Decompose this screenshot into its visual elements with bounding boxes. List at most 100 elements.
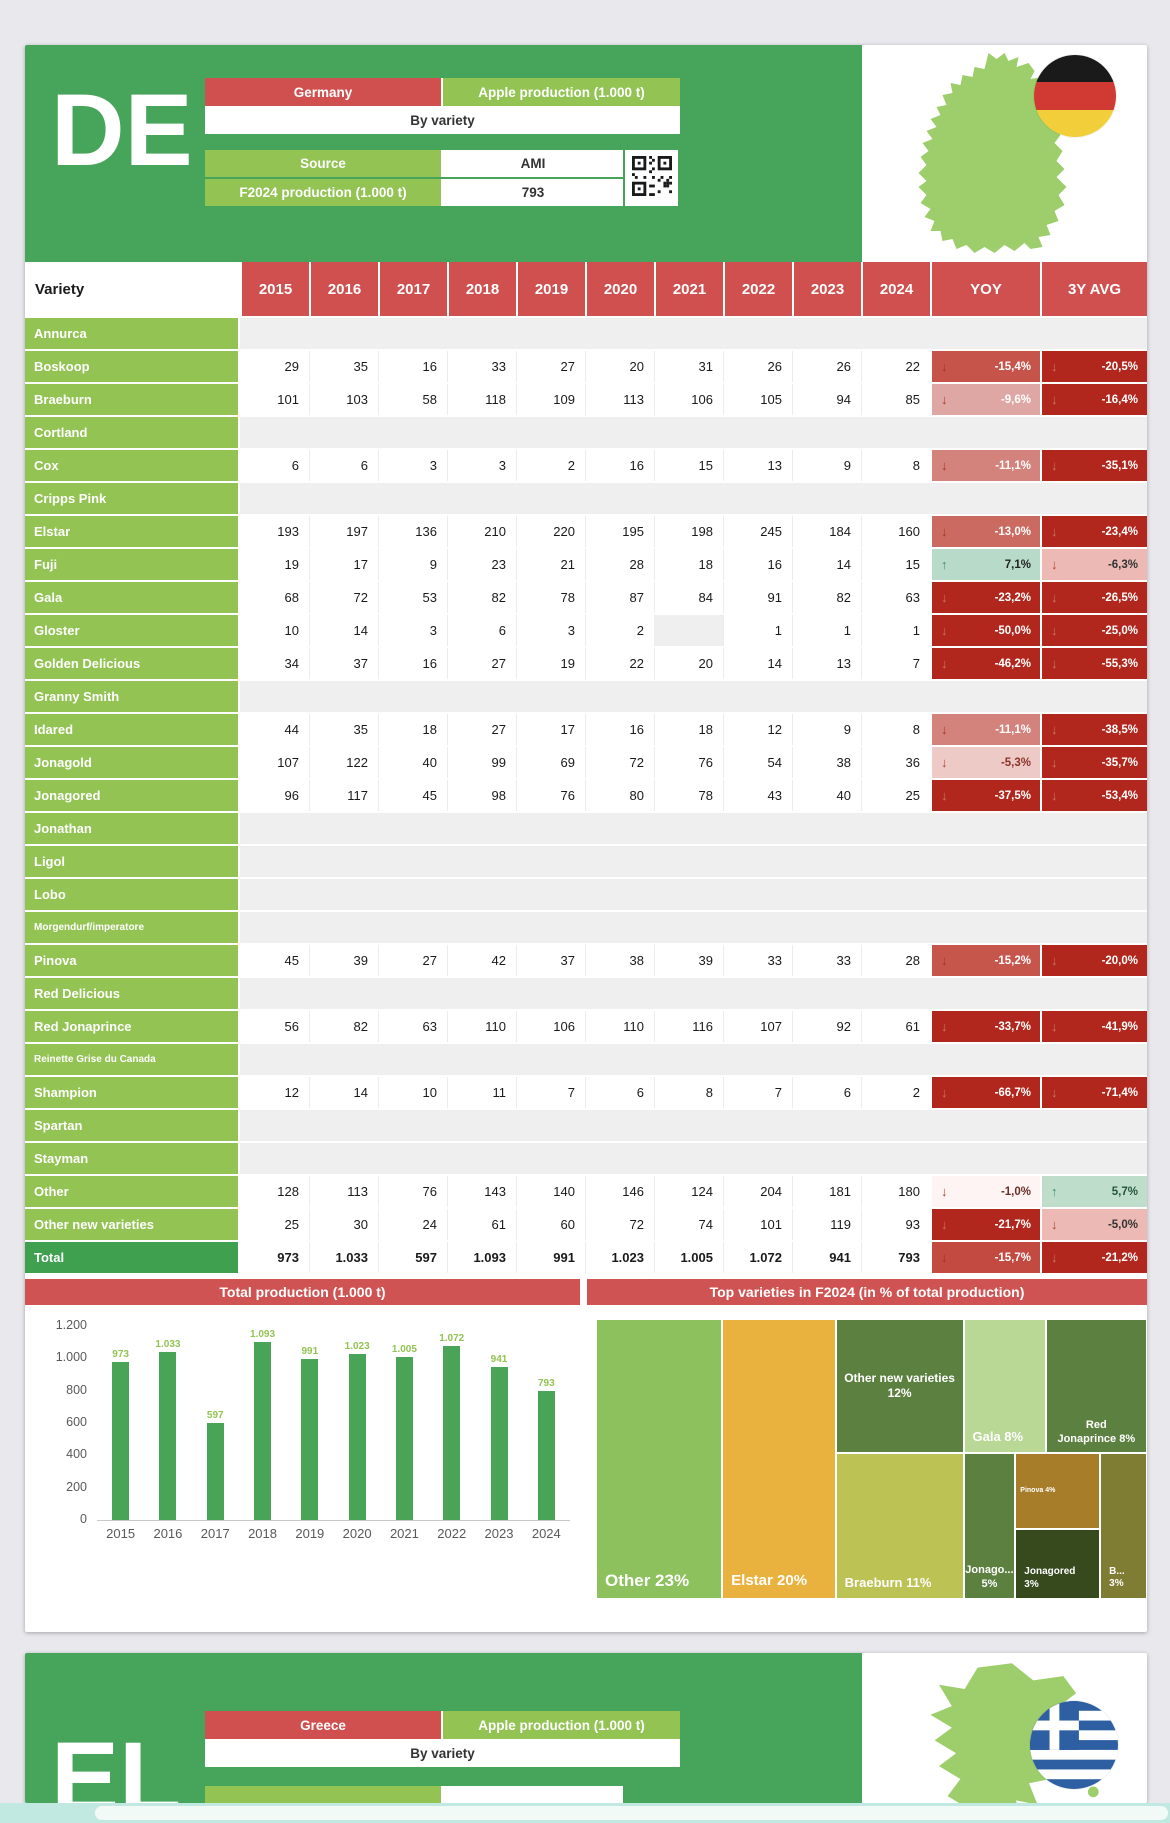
empty-row-cells: [240, 1110, 1147, 1141]
trend-value: -5,0%: [1107, 1218, 1138, 1231]
value-cell: 17: [309, 549, 378, 580]
treemap-tile-label: Elstar 20%: [731, 1572, 808, 1590]
yoy-cell: ↓ -1,0%: [930, 1176, 1040, 1207]
value-cell: 27: [516, 351, 585, 382]
variety-cell: Ligol: [25, 846, 240, 877]
x-tick-label: 2020: [342, 1526, 372, 1541]
value-cell: 160: [861, 516, 930, 547]
yoy-cell: ↓ -15,7%: [930, 1242, 1040, 1273]
value-cell: 6: [240, 450, 309, 481]
value-cell: 76: [516, 780, 585, 811]
arrow-down-icon: ↓: [941, 1085, 948, 1100]
value-cell: 3: [378, 450, 447, 481]
value-cell: 105: [723, 384, 792, 415]
column-header: 2020: [585, 262, 654, 316]
variety-cell: Other: [25, 1176, 240, 1207]
value-cell: 136: [378, 516, 447, 547]
country-code-de: DE: [51, 73, 193, 187]
bar: [395, 1356, 413, 1520]
trend-value: -6,3%: [1107, 558, 1138, 571]
value-cell: 220: [516, 516, 585, 547]
value-cell: 10: [240, 615, 309, 646]
value-cell: 7: [516, 1077, 585, 1108]
variety-cell: Granny Smith: [25, 681, 240, 712]
value-cell: 37: [309, 648, 378, 679]
value-cell: 109: [516, 384, 585, 415]
y-tick-label: 600: [66, 1414, 87, 1429]
y-tick-label: 200: [66, 1479, 87, 1494]
avg-cell: ↓ -5,0%: [1040, 1209, 1147, 1240]
variety-cell: Pinova: [25, 945, 240, 976]
value-cell: 91: [723, 582, 792, 613]
value-cell: 6: [792, 1077, 861, 1108]
value-cell: 43: [723, 780, 792, 811]
greece-map-area: [862, 1653, 1147, 1803]
variety-cell: Stayman: [25, 1143, 240, 1174]
value-cell: 99: [447, 747, 516, 778]
value-cell: 84: [654, 582, 723, 613]
value-cell: 106: [654, 384, 723, 415]
value-cell: 40: [792, 780, 861, 811]
avg-cell: ↓ -55,3%: [1040, 648, 1147, 679]
bar: [490, 1367, 508, 1520]
value-cell: 12: [723, 714, 792, 745]
value-cell: 82: [447, 582, 516, 613]
y-tick-label: 1.000: [55, 1350, 87, 1365]
value-cell: 195: [585, 516, 654, 547]
value-cell: 63: [861, 582, 930, 613]
variety-column-header: Variety: [25, 262, 240, 316]
value-cell: 56: [240, 1011, 309, 1042]
metric-box: Apple production (1.000 t): [443, 78, 680, 106]
treemap-tile-label: Jonago...: [965, 1564, 1014, 1577]
value-cell: 26: [792, 351, 861, 382]
value-cell: 7: [861, 648, 930, 679]
column-header: YOY: [930, 262, 1040, 316]
value-cell: 21: [516, 549, 585, 580]
empty-row-cells: [240, 978, 1147, 1009]
value-cell: 15: [654, 450, 723, 481]
horizontal-scrollbar[interactable]: [95, 1806, 1168, 1820]
empty-row-cells: [240, 1044, 1147, 1075]
variety-cell: Red Jonaprince: [25, 1011, 240, 1042]
value-cell: 793: [861, 1242, 930, 1273]
trend-value: -46,2%: [994, 657, 1031, 670]
value-cell: 103: [309, 384, 378, 415]
avg-cell: ↑ 5,7%: [1040, 1176, 1147, 1207]
trend-value: -23,4%: [1101, 525, 1138, 538]
yoy-cell: ↓ -15,4%: [930, 351, 1040, 382]
value-cell: 61: [447, 1209, 516, 1240]
trend-value: -15,4%: [994, 360, 1031, 373]
treemap-tile-label: Other new varieties: [844, 1371, 955, 1386]
value-cell: 26: [723, 351, 792, 382]
x-tick-label: 2019: [295, 1526, 325, 1541]
arrow-down-icon: ↓: [1051, 1019, 1058, 1034]
value-cell: 16: [723, 549, 792, 580]
value-cell: 17: [516, 714, 585, 745]
bar-chart-x-axis: 2015 2016 2017 2018 2019 2020 2021 2022 2023 2024: [97, 1526, 570, 1541]
x-tick-label: 2016: [153, 1526, 183, 1541]
value-cell: 72: [585, 747, 654, 778]
avg-cell: ↓ -16,4%: [1040, 384, 1147, 415]
value-cell: 69: [516, 747, 585, 778]
value-cell: 16: [585, 714, 654, 745]
treemap-tile-jonago-: Jonago... 5%: [963, 1453, 1016, 1599]
bar-chart-y-axis: 1.200 1.000 800 600 400 200 0: [25, 1318, 87, 1527]
bar-column: 973: [98, 1349, 144, 1520]
value-cell: 96: [240, 780, 309, 811]
treemap-tile-label: 5%: [981, 1578, 998, 1591]
trend-value: -21,2%: [1101, 1251, 1138, 1264]
treemap-tile-label: Pinova 4%: [1020, 1486, 1056, 1494]
country-code-el: EL: [51, 1721, 182, 1803]
top-varieties-banner: Top varieties in F2024 (in % of total pr…: [587, 1279, 1147, 1305]
value-cell: 204: [723, 1176, 792, 1207]
bar-column: 1.033: [145, 1339, 191, 1520]
greece-report-card: EL Greece Apple production (1.000 t) By …: [25, 1653, 1147, 1803]
treemap-tile-label: Gala 8%: [972, 1429, 1024, 1445]
empty-row-cells: [240, 1143, 1147, 1174]
avg-cell: ↓ -35,7%: [1040, 747, 1147, 778]
value-cell: 106: [516, 1011, 585, 1042]
avg-cell: ↓ -20,5%: [1040, 351, 1147, 382]
value-cell: 45: [240, 945, 309, 976]
value-cell: 6: [309, 450, 378, 481]
greece-header: EL Greece Apple production (1.000 t) By …: [25, 1653, 1147, 1803]
